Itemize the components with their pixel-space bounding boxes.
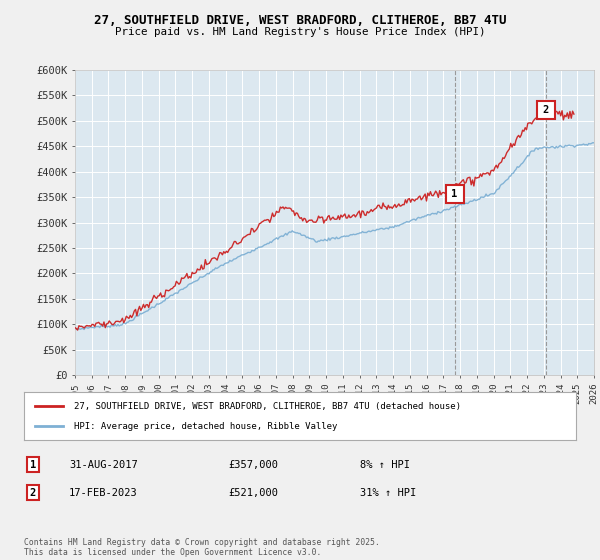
Text: 17-FEB-2023: 17-FEB-2023 bbox=[69, 488, 138, 498]
Text: £357,000: £357,000 bbox=[228, 460, 278, 470]
Text: 31% ↑ HPI: 31% ↑ HPI bbox=[360, 488, 416, 498]
Text: £521,000: £521,000 bbox=[228, 488, 278, 498]
Text: 27, SOUTHFIELD DRIVE, WEST BRADFORD, CLITHEROE, BB7 4TU (detached house): 27, SOUTHFIELD DRIVE, WEST BRADFORD, CLI… bbox=[74, 402, 461, 411]
Text: HPI: Average price, detached house, Ribble Valley: HPI: Average price, detached house, Ribb… bbox=[74, 422, 337, 431]
Text: 1: 1 bbox=[30, 460, 36, 470]
Text: 27, SOUTHFIELD DRIVE, WEST BRADFORD, CLITHEROE, BB7 4TU: 27, SOUTHFIELD DRIVE, WEST BRADFORD, CLI… bbox=[94, 14, 506, 27]
Text: Contains HM Land Registry data © Crown copyright and database right 2025.
This d: Contains HM Land Registry data © Crown c… bbox=[24, 538, 380, 557]
Text: 31-AUG-2017: 31-AUG-2017 bbox=[69, 460, 138, 470]
Text: Price paid vs. HM Land Registry's House Price Index (HPI): Price paid vs. HM Land Registry's House … bbox=[115, 27, 485, 37]
Text: 1: 1 bbox=[451, 189, 458, 199]
Text: 2: 2 bbox=[30, 488, 36, 498]
Text: 2: 2 bbox=[542, 105, 549, 115]
Text: 8% ↑ HPI: 8% ↑ HPI bbox=[360, 460, 410, 470]
